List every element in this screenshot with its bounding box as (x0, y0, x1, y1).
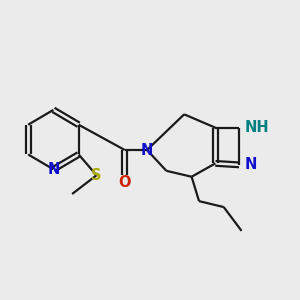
Text: N: N (141, 142, 153, 158)
Text: O: O (118, 175, 131, 190)
Text: N: N (244, 158, 257, 172)
Text: N: N (47, 162, 60, 177)
Text: S: S (91, 168, 102, 183)
Text: NH: NH (244, 120, 269, 135)
